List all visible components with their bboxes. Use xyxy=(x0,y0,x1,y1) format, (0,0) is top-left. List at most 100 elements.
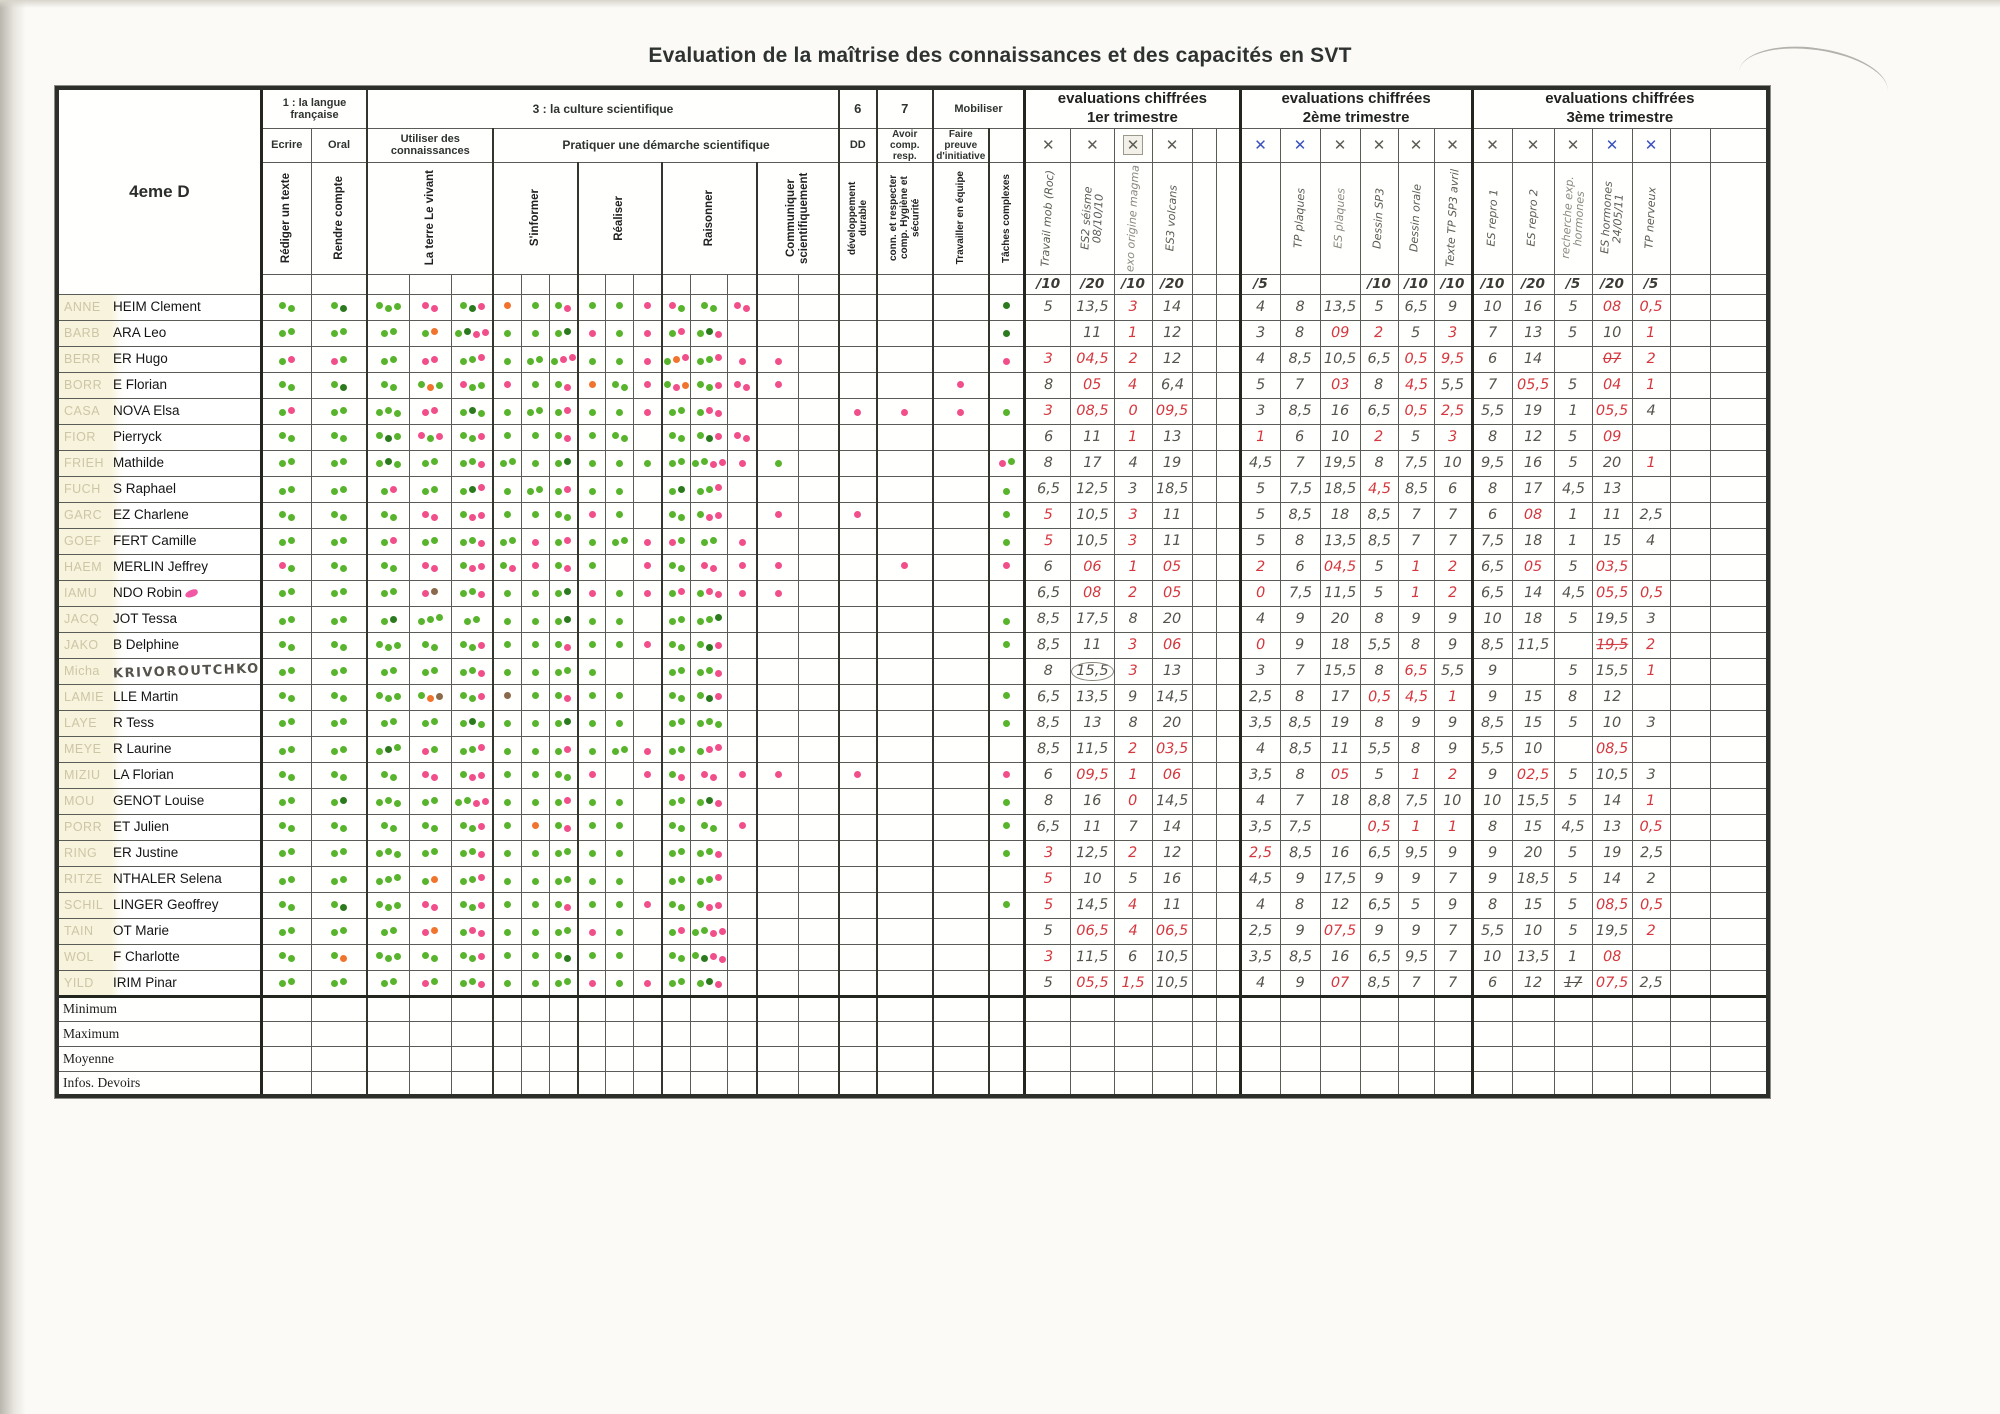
grade-cell: 18 xyxy=(1511,527,1555,555)
competency-dot xyxy=(616,409,624,416)
competency-dot xyxy=(588,381,596,388)
grade-cell: 8 xyxy=(1113,605,1153,633)
dot-cell xyxy=(798,787,840,815)
student-name-cell: RITZE NTHALER Selena xyxy=(56,865,262,893)
dot-cell xyxy=(875,423,934,451)
competency-dot xyxy=(287,435,295,442)
competency-dot xyxy=(588,901,596,908)
grade-cell xyxy=(1215,293,1241,321)
grade-value: 8 xyxy=(1374,376,1384,394)
competency-dot xyxy=(340,328,348,335)
grade-cell xyxy=(1709,397,1769,425)
blank-cell xyxy=(837,1045,878,1072)
grade-value: 5 xyxy=(1374,299,1384,315)
x-mark-cell: ✕ xyxy=(1433,127,1473,163)
grade-value: 2 xyxy=(1128,740,1138,758)
x-mark-cell: ✕ xyxy=(1397,127,1435,163)
grade-cell: 5 xyxy=(1238,501,1281,529)
competency-dot xyxy=(564,305,572,312)
blank-cell xyxy=(605,995,635,1022)
blank-cell xyxy=(450,273,494,295)
competency-dot xyxy=(459,850,467,857)
grade-cell: 9,5 xyxy=(1397,943,1435,971)
competency-dot xyxy=(677,644,685,651)
dot-cell xyxy=(798,423,840,451)
scan-top-shadow xyxy=(0,0,2000,8)
competency-dot xyxy=(564,458,572,465)
competency-dot xyxy=(531,720,539,727)
competency-dot xyxy=(1003,302,1011,309)
dot-cell xyxy=(520,553,550,581)
grade-cell xyxy=(1191,891,1217,919)
competency-dot xyxy=(677,435,685,442)
grade-cell xyxy=(1709,345,1769,373)
competency-dot xyxy=(668,952,676,959)
grade-cell xyxy=(1215,709,1241,737)
grade-cell xyxy=(1669,423,1711,451)
grade-value: 3 xyxy=(1447,324,1458,342)
grade-value: 0,5 xyxy=(1367,819,1391,835)
competency-dot xyxy=(504,748,512,755)
competency-dot xyxy=(380,822,388,829)
grade-value: 3 xyxy=(1043,844,1054,862)
competency-dot xyxy=(468,644,476,651)
handwritten-eval-label xyxy=(1238,161,1281,275)
competency-dot xyxy=(422,748,430,755)
competency-dot xyxy=(710,930,718,937)
dot-cell xyxy=(366,891,410,919)
dot-cell xyxy=(492,761,522,789)
dot-cell xyxy=(548,605,579,633)
blank-cell xyxy=(931,1070,990,1097)
student-name: IRIM Pinar xyxy=(113,974,177,990)
hidden-name-prefix: YILD xyxy=(64,975,94,990)
student-row: MEYE R Laurine 8,5 11,5 2 03,5 4 8,5 11 5,5 8 9 5,5 1… xyxy=(56,735,1769,763)
dot-cell xyxy=(875,683,934,711)
grade-value: 14 xyxy=(1602,871,1622,887)
grade-cell: 11 xyxy=(1591,501,1633,529)
student-row: MIZIU LA Florian 6 09,5 1 06 3,5 8 05 5 1 2 9 02,5 5 10… xyxy=(56,761,1769,789)
competency-dot xyxy=(588,358,596,365)
grade-value: 8,5 xyxy=(1288,715,1312,731)
grade-value: 8,5 xyxy=(1367,974,1391,991)
header-mobiliser: Mobiliser xyxy=(931,87,1026,129)
competency-dot xyxy=(668,488,676,495)
scan-edge-shadow xyxy=(0,0,26,1414)
dot-cell xyxy=(690,371,729,399)
grade-value: 3 xyxy=(1447,428,1458,446)
dot-cell xyxy=(408,449,452,477)
grade-value: 11 xyxy=(1162,507,1182,523)
competency-dot xyxy=(696,511,704,518)
dot-cell xyxy=(520,449,550,477)
grade-cell: 06,5 xyxy=(1070,917,1115,945)
dot-cell xyxy=(798,735,840,763)
competency-dot xyxy=(536,356,544,363)
grade-cell xyxy=(1191,917,1217,945)
grade-value: 4 xyxy=(1255,351,1266,367)
competency-dot xyxy=(422,488,430,495)
grade-cell: 5 xyxy=(1553,449,1593,477)
grade-value: 7 xyxy=(1295,455,1305,471)
dot-cell xyxy=(690,969,729,997)
grade-value: 7 xyxy=(1447,923,1458,939)
dot-cell xyxy=(837,345,878,373)
scale-cell: /10 xyxy=(1397,273,1435,295)
dot-cell xyxy=(576,943,607,971)
dot-cell xyxy=(987,839,1026,867)
grade-value: 06 xyxy=(1162,636,1182,654)
competency-dot xyxy=(555,511,563,518)
competency-dot xyxy=(468,588,476,595)
dot-cell xyxy=(690,761,729,789)
grade-cell: 8 xyxy=(1279,891,1321,919)
grade-cell xyxy=(1669,943,1711,971)
competency-dot xyxy=(564,407,572,414)
grade-value: 11 xyxy=(1162,896,1182,914)
dot-cell xyxy=(987,761,1026,789)
grade-cell: 5 xyxy=(1023,293,1072,321)
dot-cell xyxy=(520,761,550,789)
blank-cell xyxy=(1591,1070,1633,1097)
dot-cell xyxy=(408,813,452,841)
student-row: FUCH S Raphael 6,5 12,5 3 18,5 5 7,5 18,5 4,5 8,5 6… xyxy=(56,475,1769,503)
student-row: HAEM MERLIN Jeffrey 6 06 1 05 2 6 04,5 5 1 2 6,5 05 5 0… xyxy=(56,553,1769,581)
competency-dot xyxy=(376,850,384,857)
grade-cell: 9,5 xyxy=(1433,345,1473,373)
